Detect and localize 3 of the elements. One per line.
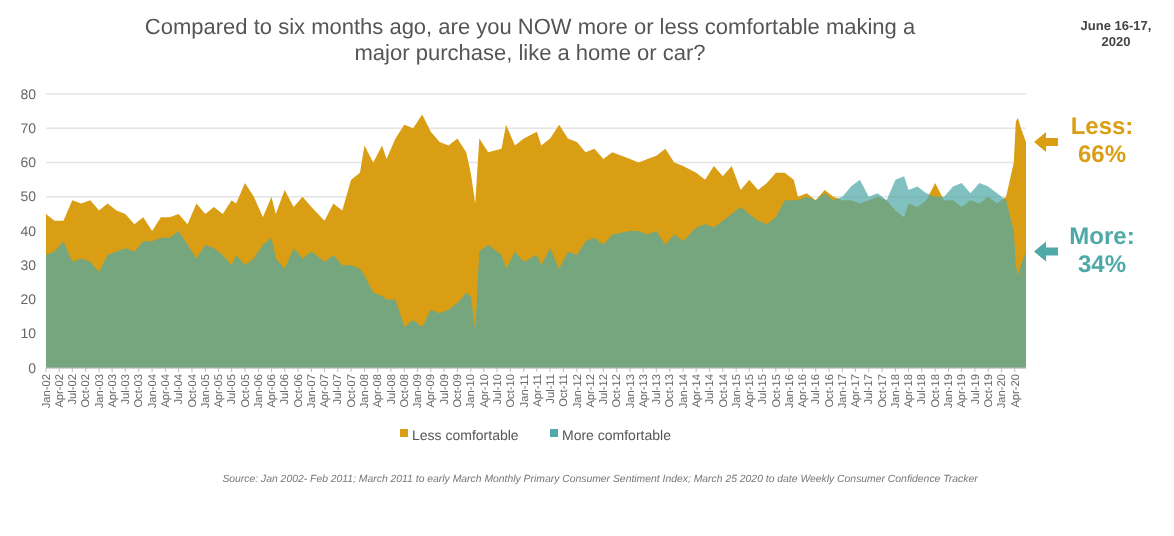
annotation: More: 34%	[1069, 221, 1135, 278]
chart-title: Compared to six months ago, are you NOW more or less comfortable making a major purchase, like a home or car?	[144, 16, 917, 66]
annotation: Less: 66%	[1070, 111, 1134, 168]
